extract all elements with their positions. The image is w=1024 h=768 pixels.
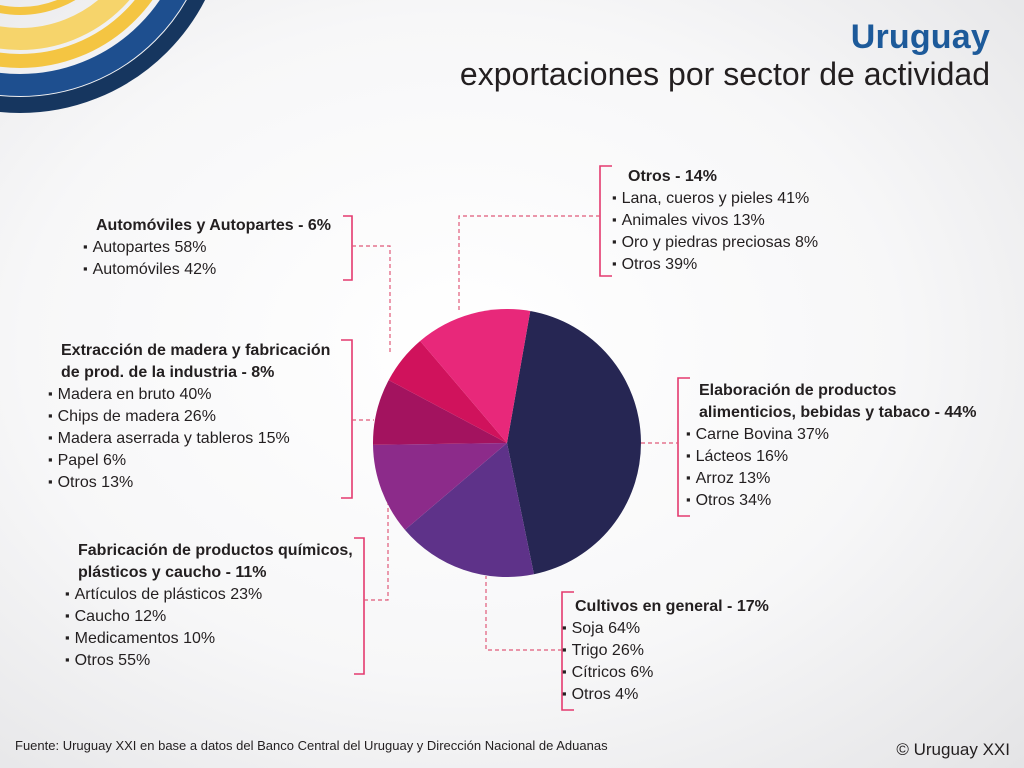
list-item: Soja 64% xyxy=(562,618,769,640)
section-madera-title-2: de prod. de la industria - 8% xyxy=(61,364,275,381)
section-quimicos-title-2: plásticos y caucho - 11% xyxy=(78,564,267,581)
leader-quimicos xyxy=(364,500,389,601)
page-subtitle: exportaciones por sector de actividad xyxy=(459,56,990,92)
pie-slice-3 xyxy=(372,380,507,445)
list-item: Animales vivos 13% xyxy=(612,210,818,232)
footer-source: Fuente: Uruguay XXI en base a datos del … xyxy=(15,738,608,753)
bracket-automoviles xyxy=(343,215,353,281)
list-item: Medicamentos 10% xyxy=(65,628,353,650)
list-item: Cítricos 6% xyxy=(562,662,769,684)
bracket-alimentos xyxy=(677,377,690,517)
list-item: Artículos de plásticos 23% xyxy=(65,584,353,606)
corner-stripe-3 xyxy=(0,0,130,50)
section-quimicos-title-1: Fabricación de productos químicos, xyxy=(78,542,353,559)
section-cultivos: Cultivos en general - 17% Soja 64% Trigo… xyxy=(562,596,769,706)
section-automoviles-title: Automóviles y Autopartes - 6% xyxy=(96,217,332,234)
leader-otros xyxy=(458,215,600,312)
list-item: Chips de madera 26% xyxy=(48,406,330,428)
bracket-otros xyxy=(599,165,612,277)
list-item: Arroz 13% xyxy=(686,468,976,490)
list-item: Trigo 26% xyxy=(562,640,769,662)
list-item: Otros 55% xyxy=(65,650,353,672)
section-cultivos-list: Soja 64% Trigo 26% Cítricos 6% Otros 4% xyxy=(562,618,769,706)
corner-stripe-1 xyxy=(0,0,186,96)
corner-stripe-4 xyxy=(0,0,76,15)
section-madera: Extracción de madera y fabricación de pr… xyxy=(48,340,331,494)
section-otros-list: Lana, cueros y pieles 41% Animales vivos… xyxy=(612,188,819,276)
list-item: Oro y piedras preciosas 8% xyxy=(612,232,819,254)
leader-automoviles xyxy=(352,245,391,352)
section-otros: Otros - 14% Lana, cueros y pieles 41% An… xyxy=(612,166,819,276)
list-item: Lana, cueros y pieles 41% xyxy=(612,188,818,210)
section-quimicos-list: Artículos de plásticos 23% Caucho 12% Me… xyxy=(65,584,353,672)
section-automoviles-list: Autopartes 58% Automóviles 42% xyxy=(83,237,331,281)
section-cultivos-title: Cultivos en general - 17% xyxy=(575,598,769,615)
bracket-madera xyxy=(341,339,353,499)
list-item: Otros 13% xyxy=(48,472,330,494)
list-item: Lácteos 16% xyxy=(686,446,976,468)
corner-decoration xyxy=(0,0,206,113)
pie-slice-2 xyxy=(373,443,507,530)
footer-copyright: © Uruguay XXI xyxy=(896,740,1010,759)
pie-slice-0 xyxy=(507,311,641,575)
section-madera-list: Madera en bruto 40% Chips de madera 26% … xyxy=(48,384,330,494)
bracket-quimicos xyxy=(354,537,365,675)
section-alimentos-title-2: alimenticios, bebidas y tabaco - 44% xyxy=(699,404,977,421)
list-item: Otros 34% xyxy=(686,490,976,512)
list-item: Carne Bovina 37% xyxy=(686,424,976,446)
section-madera-title-1: Extracción de madera y fabricación xyxy=(61,342,331,359)
list-item: Automóviles 42% xyxy=(83,259,331,281)
pie-chart xyxy=(372,309,641,577)
corner-stripe-2 xyxy=(0,0,153,68)
list-item: Madera en bruto 40% xyxy=(48,384,330,406)
list-item: Otros 4% xyxy=(562,684,769,706)
section-alimentos-title-1: Elaboración de productos xyxy=(699,382,897,399)
pie-slice-4 xyxy=(388,340,507,443)
leader-cultivos xyxy=(485,576,562,651)
corner-stripe-0 xyxy=(0,0,206,113)
list-item: Papel 6% xyxy=(48,450,330,472)
section-quimicos: Fabricación de productos químicos, plást… xyxy=(65,540,353,672)
pie-slice-5 xyxy=(420,309,531,443)
list-item: Caucho 12% xyxy=(65,606,353,628)
page-title: Uruguay xyxy=(850,18,990,56)
list-item: Autopartes 58% xyxy=(83,237,331,259)
section-automoviles: Automóviles y Autopartes - 6% Autopartes… xyxy=(83,215,331,281)
section-alimentos: Elaboración de productos alimenticios, b… xyxy=(686,380,977,512)
section-otros-title: Otros - 14% xyxy=(628,168,717,185)
list-item: Otros 39% xyxy=(612,254,818,276)
list-item: Madera aserrada y tableros 15% xyxy=(48,428,330,450)
pie-slice-1 xyxy=(404,443,534,577)
section-alimentos-list: Carne Bovina 37% Lácteos 16% Arroz 13% O… xyxy=(686,424,976,512)
